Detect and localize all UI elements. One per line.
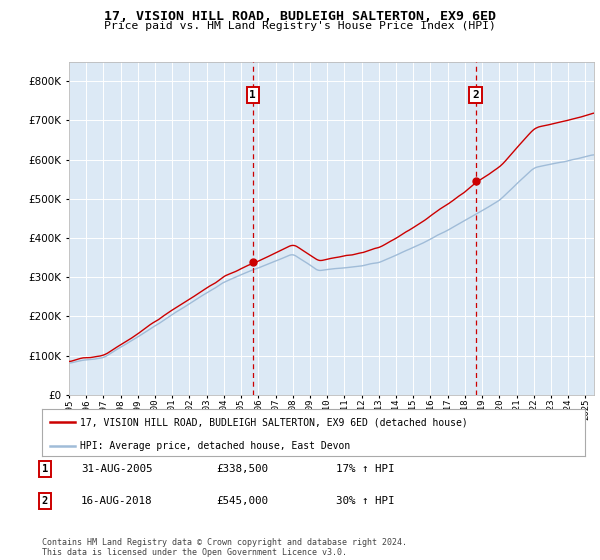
- Text: Price paid vs. HM Land Registry's House Price Index (HPI): Price paid vs. HM Land Registry's House …: [104, 21, 496, 31]
- Text: £545,000: £545,000: [216, 496, 268, 506]
- Text: £338,500: £338,500: [216, 464, 268, 474]
- Text: 31-AUG-2005: 31-AUG-2005: [81, 464, 152, 474]
- Text: 16-AUG-2018: 16-AUG-2018: [81, 496, 152, 506]
- Text: Contains HM Land Registry data © Crown copyright and database right 2024.
This d: Contains HM Land Registry data © Crown c…: [42, 538, 407, 557]
- Text: 17% ↑ HPI: 17% ↑ HPI: [336, 464, 395, 474]
- Text: 17, VISION HILL ROAD, BUDLEIGH SALTERTON, EX9 6ED (detached house): 17, VISION HILL ROAD, BUDLEIGH SALTERTON…: [80, 417, 468, 427]
- Text: 17, VISION HILL ROAD, BUDLEIGH SALTERTON, EX9 6ED: 17, VISION HILL ROAD, BUDLEIGH SALTERTON…: [104, 10, 496, 23]
- Text: 1: 1: [42, 464, 48, 474]
- Text: 2: 2: [472, 90, 479, 100]
- Text: 30% ↑ HPI: 30% ↑ HPI: [336, 496, 395, 506]
- Text: HPI: Average price, detached house, East Devon: HPI: Average price, detached house, East…: [80, 441, 350, 451]
- Text: 1: 1: [249, 90, 256, 100]
- Text: 2: 2: [42, 496, 48, 506]
